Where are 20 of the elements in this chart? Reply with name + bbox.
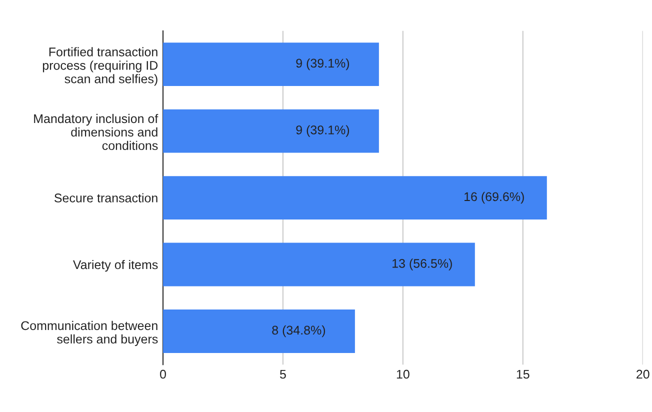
bar: [163, 109, 379, 153]
bar: [163, 242, 475, 286]
data-label: 8 (34.8%): [272, 325, 326, 338]
bar: [163, 310, 355, 353]
x-tick-label: 20: [636, 370, 650, 379]
x-tick-label: 0: [160, 370, 166, 379]
x-tick-label: 10: [396, 370, 410, 379]
data-label: 9 (39.1%): [296, 58, 350, 70]
data-label: 16 (69.6%): [464, 192, 524, 204]
data-label: 13 (56.5%): [392, 258, 452, 270]
data-label: 9 (39.1%): [296, 125, 350, 137]
y-tick-label: Communication between sellers and buyers: [21, 320, 158, 346]
bar: [163, 176, 547, 220]
x-tick-label: 15: [516, 370, 530, 379]
y-tick-label: Variety of items: [72, 260, 158, 272]
x-tick-label: 5: [280, 370, 286, 379]
bar: [163, 42, 379, 86]
y-tick-label: Secure transaction: [54, 193, 158, 202]
y-tick-label: Mandatory inclusion of dimensions and conditions: [34, 114, 158, 150]
y-tick-label: Fortified transaction process (requiring ID scan and selfies): [42, 47, 158, 86]
